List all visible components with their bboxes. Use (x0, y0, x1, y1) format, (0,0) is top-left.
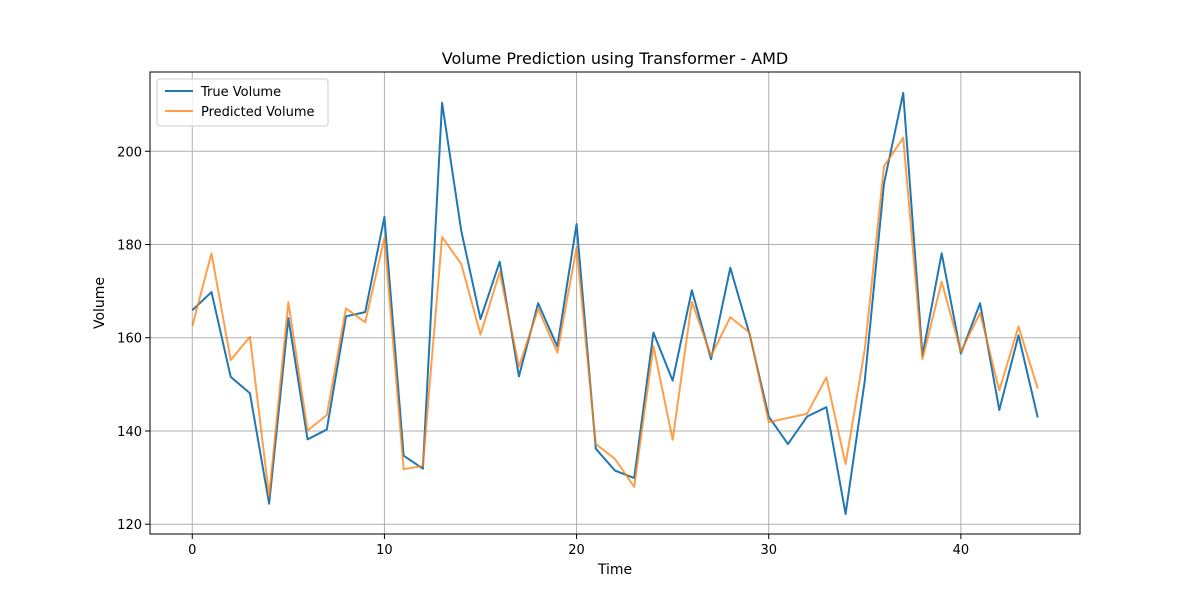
x-tick-label: 0 (188, 543, 196, 558)
legend-box (156, 78, 329, 127)
series-layer (191, 91, 1039, 515)
y-tick-label: 120 (117, 518, 142, 533)
y-axis: 120 140 160 180 200 (117, 145, 150, 533)
series-line-predicted-volume (191, 136, 1039, 498)
x-tick-label: 40 (953, 543, 970, 558)
x-axis: 0 10 20 30 40 (188, 534, 969, 558)
y-tick-label: 200 (117, 145, 142, 160)
chart-title: Volume Prediction using Transformer - AM… (442, 49, 789, 68)
series-line-true-volume (191, 91, 1039, 515)
x-axis-label: Time (597, 562, 632, 578)
x-tick-label: 10 (376, 543, 393, 558)
plot-frame (149, 71, 1081, 535)
y-axis-label: Volume (92, 277, 108, 329)
y-tick-label: 160 (117, 332, 142, 347)
y-tick-label: 180 (117, 238, 142, 253)
y-tick-label: 140 (117, 425, 142, 440)
legend-label-predicted-volume: Predicted Volume (201, 105, 315, 120)
legend: True Volume Predicted Volume (156, 78, 329, 127)
x-tick-label: 20 (568, 543, 585, 558)
grid (150, 72, 1080, 534)
legend-label-true-volume: True Volume (200, 85, 281, 100)
x-tick-label: 30 (760, 543, 777, 558)
